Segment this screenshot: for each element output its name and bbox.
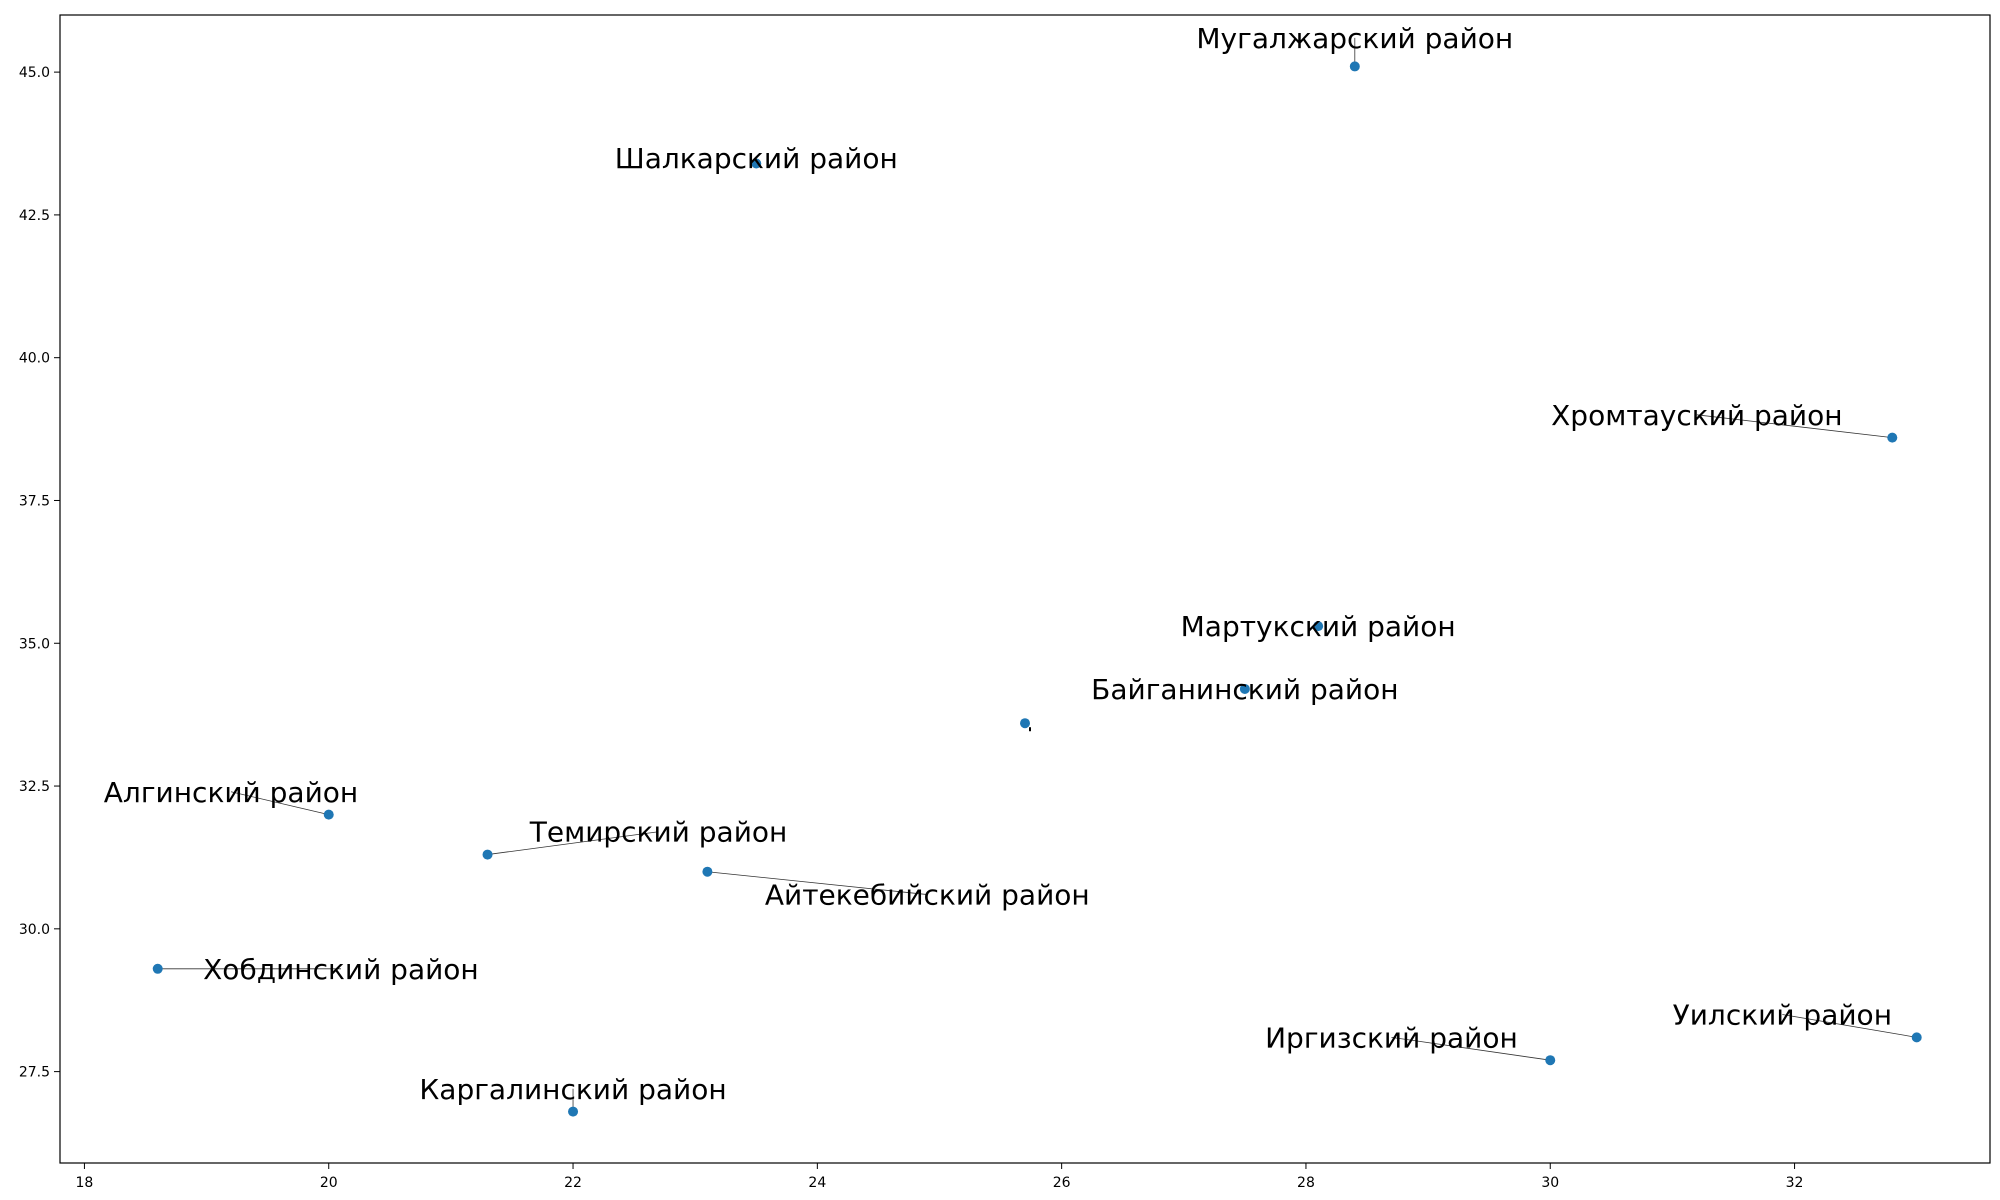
y-tick-label: 42.5 (19, 208, 50, 224)
y-tick-label: 45.0 (19, 65, 50, 81)
point-label: Темирский район (529, 816, 788, 849)
point-label: Хромтауский район (1551, 399, 1842, 432)
x-tick-label: 26 (1053, 1175, 1071, 1191)
data-point (702, 866, 713, 877)
point-label: Алгинский район (104, 776, 358, 809)
data-point (1911, 1032, 1922, 1043)
leader-line (1391, 1036, 1551, 1061)
data-point (323, 809, 334, 820)
data-point (1349, 61, 1360, 72)
x-tick-label: 32 (1786, 1175, 1804, 1191)
y-tick-label: 27.5 (19, 1065, 50, 1081)
point-label: Уилский район (1673, 999, 1892, 1032)
leader-line (1696, 414, 1893, 439)
y-tick-label: 30.0 (19, 922, 50, 938)
leader-line (1782, 1014, 1917, 1038)
x-axis-ticks: 18 20 22 24 26 28 30 32 (76, 1163, 1804, 1191)
y-tick-label: 37.5 (19, 493, 50, 509)
x-tick-label: 18 (76, 1175, 94, 1191)
data-point (568, 1106, 579, 1117)
x-tick-label: 28 (1297, 1175, 1315, 1191)
point-label: Байганинский район (1091, 673, 1398, 706)
data-point (482, 849, 493, 860)
point-label: Мугалжарский район (1196, 22, 1513, 55)
leader-line (487, 831, 659, 855)
leader-line (707, 871, 928, 895)
unlabeled-point-marker (1029, 727, 1031, 732)
point-label: Иргизский район (1265, 1021, 1518, 1054)
point-label: Мартукский район (1181, 610, 1456, 643)
data-point (751, 158, 762, 169)
leader-line (230, 791, 329, 815)
point-labels: Мугалжарский район Шалкарский район Хромта… (104, 22, 1892, 1106)
x-tick-label: 22 (564, 1175, 582, 1191)
data-point (152, 963, 163, 974)
data-points (152, 61, 1922, 1117)
y-tick-label: 32.5 (19, 779, 50, 795)
data-point (1313, 621, 1324, 632)
y-axis-ticks: 27.5 30.0 32.5 35.0 37.5 40.0 42.5 45.0 (19, 65, 60, 1081)
data-point (1545, 1055, 1556, 1066)
y-tick-label: 35.0 (19, 636, 50, 652)
x-tick-label: 24 (808, 1175, 826, 1191)
x-tick-label: 30 (1541, 1175, 1559, 1191)
plot-frame (59, 14, 1991, 1164)
data-point (1020, 718, 1030, 729)
y-tick-label: 40.0 (19, 351, 50, 367)
point-label: Каргалинский район (419, 1073, 726, 1106)
point-label: Хобдинский район (203, 953, 479, 986)
point-label: Шалкарский район (615, 142, 898, 175)
data-point (1239, 683, 1250, 694)
data-point (1887, 432, 1898, 443)
x-tick-label: 20 (320, 1175, 338, 1191)
point-label: Айтекебийский район (765, 879, 1090, 912)
